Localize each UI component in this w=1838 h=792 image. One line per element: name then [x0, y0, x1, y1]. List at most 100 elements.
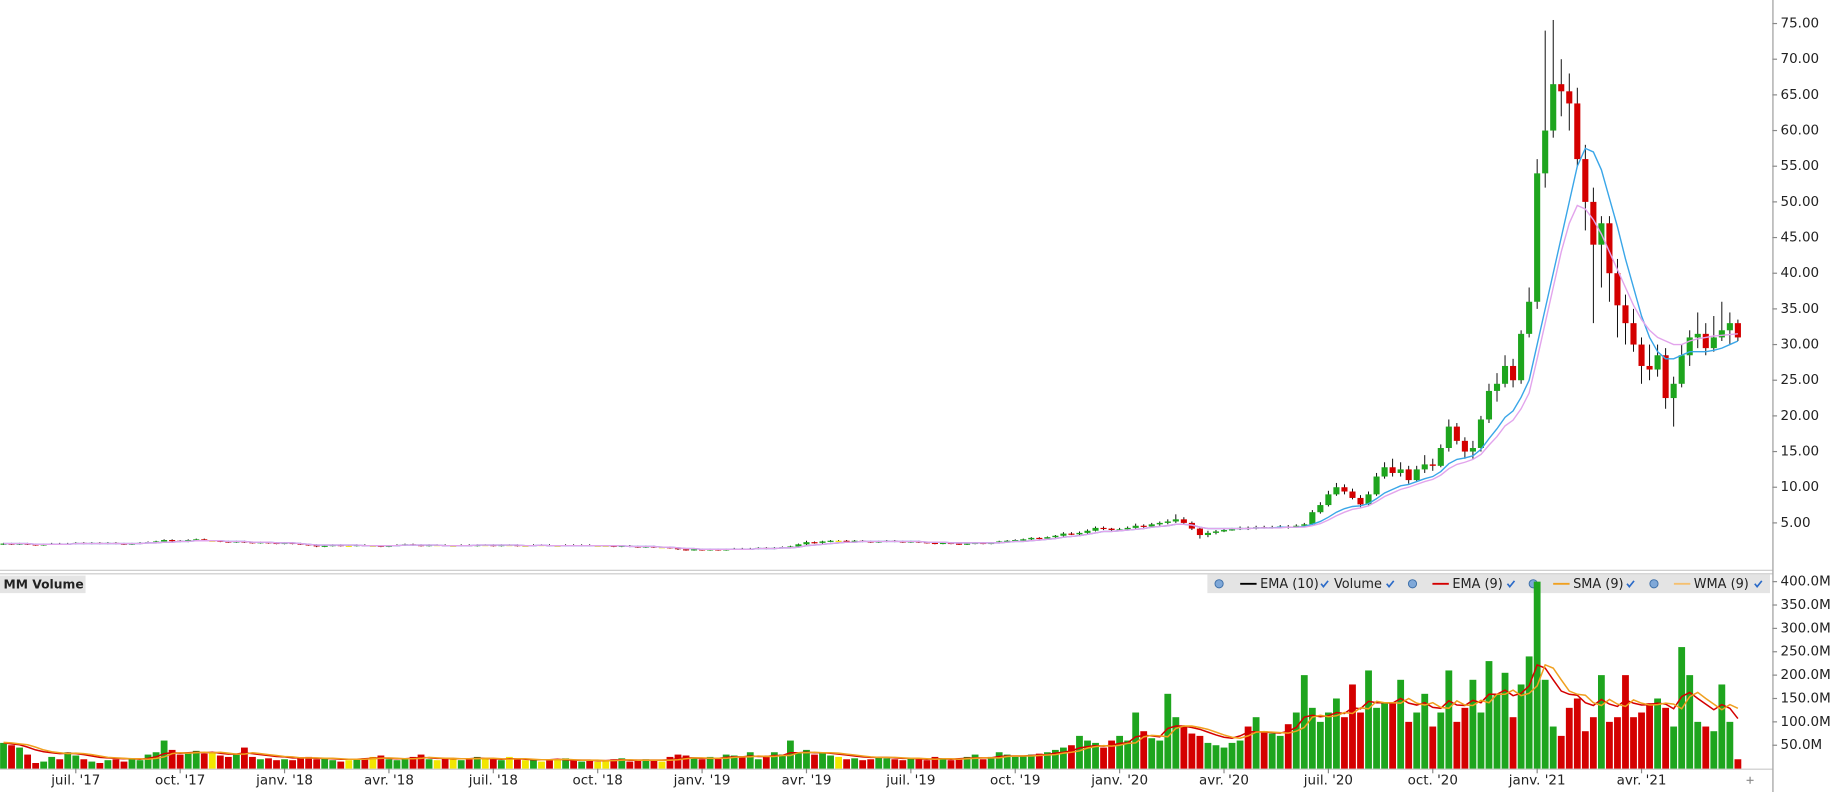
volume-bar: [666, 756, 674, 769]
x-tick-label: janv. '19: [673, 773, 731, 788]
legend-toggle[interactable]: [1626, 580, 1635, 588]
volume-bar: [859, 760, 867, 769]
volume-bar: [1710, 731, 1718, 769]
volume-bar: [1606, 721, 1613, 769]
candle-body: [1333, 487, 1340, 495]
volume-bar: [1076, 735, 1083, 769]
candle-body: [1116, 529, 1123, 531]
volume-bar: [385, 759, 393, 769]
scroll-handle[interactable]: [1746, 776, 1754, 784]
volume-bar: [658, 761, 666, 769]
volume-bar: [1027, 754, 1035, 769]
legend-toggle[interactable]: [1320, 580, 1329, 588]
legend-label: Volume: [1334, 577, 1382, 592]
candle-body: [193, 539, 200, 541]
volume-bar: [530, 759, 537, 769]
volume-bar: [1043, 752, 1051, 769]
candle-body: [1694, 333, 1701, 338]
volume-bar: [1268, 733, 1276, 769]
candle-body: [843, 540, 850, 542]
y-tick-label: 150.0M: [1781, 692, 1831, 707]
volume-bar: [650, 760, 658, 769]
volume-bar: [249, 756, 256, 769]
volume-bar: [1292, 712, 1300, 769]
candle-body: [1140, 525, 1147, 527]
legend-toggle[interactable]: [1754, 580, 1763, 588]
candle-body: [1662, 355, 1669, 399]
candle-body: [1228, 529, 1236, 531]
y-tick-label: 5.00: [1781, 516, 1811, 531]
volume-bar: [963, 756, 971, 769]
volume-bar: [1140, 731, 1148, 769]
candle-body: [674, 547, 682, 550]
volume-bar: [1308, 707, 1316, 769]
legend-label: EMA (10): [1260, 577, 1319, 592]
candle-body: [1012, 540, 1019, 542]
candle-body: [1204, 532, 1211, 536]
volume-bar: [1589, 717, 1597, 769]
volume-bar: [1124, 740, 1132, 769]
volume-bar: [1549, 726, 1557, 769]
candle-body: [964, 543, 971, 545]
volume-bar: [1260, 731, 1268, 769]
legend-toggle[interactable]: [1506, 580, 1516, 588]
candle-body: [1550, 84, 1557, 131]
volume-bar: [1148, 738, 1156, 769]
legend-toggle[interactable]: [1386, 580, 1395, 588]
volume-bar: [947, 760, 955, 769]
candle-body: [1678, 355, 1685, 384]
y-tick-label: 65.00: [1781, 88, 1820, 103]
candle-body: [1148, 524, 1155, 527]
volume-bar: [602, 760, 610, 769]
candle-body: [996, 541, 1003, 543]
volume-bar: [1389, 703, 1397, 769]
volume-bar: [1718, 684, 1726, 769]
volume-bar: [642, 759, 650, 769]
volume-bar: [1212, 745, 1220, 769]
volume-bar: [112, 759, 120, 769]
legend: EMA (10) Volume EMA (9) SMA (9) WMA (9): [1214, 577, 1763, 592]
y-tick-label: 75.00: [1781, 17, 1820, 32]
y-tick-label: 20.00: [1781, 409, 1820, 424]
candle-body: [1293, 525, 1300, 528]
volume-bar: [634, 760, 642, 769]
candle-body: [1646, 365, 1653, 370]
candle-body: [1220, 530, 1228, 532]
candle-body: [161, 540, 168, 542]
volume-bar: [1156, 740, 1164, 769]
y-tick-label: 35.00: [1781, 302, 1820, 317]
y-tick-label: 250.0M: [1781, 645, 1831, 660]
volume-bar: [8, 745, 15, 769]
x-tick-label: oct. '18: [573, 773, 623, 788]
volume-bar: [1188, 733, 1196, 769]
candle-body: [1542, 130, 1549, 174]
volume-bar: [1060, 747, 1067, 769]
volume-bar: [1228, 742, 1236, 769]
candle-body: [939, 542, 947, 545]
volume-bar: [176, 754, 184, 769]
volume-bar: [1517, 684, 1525, 769]
candle-body: [1309, 512, 1316, 525]
volume-bar: [867, 759, 875, 769]
volume-bar: [674, 754, 682, 769]
y-tick-label: 25.00: [1781, 373, 1820, 388]
candle-body: [1084, 530, 1091, 533]
volume-bar: [803, 749, 810, 769]
candle-body: [1510, 365, 1517, 381]
y-tick-label: 50.00: [1781, 195, 1820, 210]
volume-bar: [1485, 661, 1493, 769]
volume-bar: [1196, 735, 1204, 769]
candle-body: [1518, 333, 1525, 381]
volume-bar: [257, 759, 264, 769]
volume-bar: [200, 753, 208, 769]
candle-body: [1614, 273, 1621, 306]
volume-bar: [778, 754, 786, 769]
volume-bar: [979, 759, 987, 769]
volume-bar: [48, 756, 56, 769]
volume-bar: [337, 761, 345, 769]
volume-bar: [1324, 712, 1332, 769]
volume-bar: [1413, 712, 1421, 769]
y-tick-label: 300.0M: [1781, 621, 1831, 636]
y-tick-label: 30.00: [1781, 338, 1820, 353]
